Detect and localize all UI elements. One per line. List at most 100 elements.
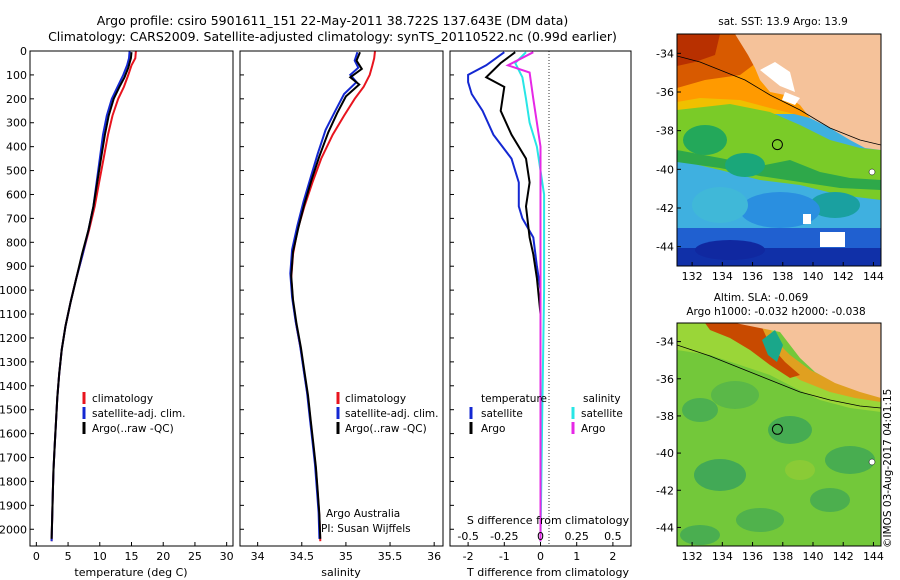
y-tick-label: 1500	[0, 404, 27, 417]
x-tick-label: 25	[188, 550, 202, 563]
x-tick-label: 15	[125, 550, 139, 563]
legend-label-satellite: satellite-adj. clim.	[345, 408, 438, 420]
lon-tick-label: 140	[803, 270, 824, 283]
legend-label-s-satellite: satellite	[581, 408, 623, 420]
y-tick-label: 300	[6, 117, 27, 130]
temperature-panel: 0 5 10 15 20 25 30 0 100 200 300 400 500 600 700 800 90…	[0, 45, 234, 579]
lat-tick-label: -42	[656, 484, 674, 497]
x-tick-label: 30	[220, 550, 234, 563]
x-tick-label: 10	[93, 550, 107, 563]
series-line-satellite-adj-clim-	[50, 51, 131, 542]
temperature-series	[50, 51, 137, 542]
lon-tick-label: 144	[863, 270, 884, 283]
x-tick-label: -2	[463, 550, 474, 563]
legend-title-temperature: temperature	[481, 393, 547, 405]
legend-label-climatology: climatology	[345, 393, 406, 405]
series-line-argo-raw-qc-	[290, 51, 364, 539]
lat-tick-label: -36	[656, 373, 674, 386]
credit-line1: Argo Australia	[326, 508, 400, 520]
x-tick-label: 2	[609, 550, 616, 563]
temperature-x-ticks: 0 5 10 15 20 25 30	[33, 542, 234, 563]
lon-tick-label: 134	[712, 270, 733, 283]
legend-label-climatology: climatology	[92, 393, 153, 405]
lat-tick-label: -34	[656, 47, 674, 60]
lat-tick-label: -42	[656, 202, 674, 215]
legend-title-salinity: salinity	[583, 393, 621, 405]
legend-label-t-satellite: satellite	[481, 408, 523, 420]
x-tick-label: 20	[156, 550, 170, 563]
x-tick-label: -1	[499, 550, 510, 563]
x-tick-label: 35	[339, 550, 353, 563]
lon-tick-label: 142	[833, 270, 854, 283]
y-tick-label: 600	[6, 188, 27, 201]
sst-map-lat-ticks: -34 -36 -38 -40 -42 -44	[656, 47, 681, 254]
lat-tick-label: -40	[656, 163, 674, 176]
y-tick-label: 2000	[0, 523, 27, 536]
y-tick-label: 1800	[0, 475, 27, 488]
x-top-tick-label: -0.25	[490, 530, 518, 543]
series-line-salinity-satellite	[513, 51, 546, 542]
y-tick-label: 1000	[0, 284, 27, 297]
lat-tick-label: -36	[656, 86, 674, 99]
y-tick-label: 700	[6, 212, 27, 225]
temperature-xlabel: temperature (deg C)	[74, 566, 187, 579]
series-line-climatology	[50, 51, 137, 542]
x-top-tick-label: 0.5	[604, 530, 622, 543]
x-top-tick-label: 0	[537, 530, 544, 543]
x-tick-label: 35.5	[378, 550, 403, 563]
legend-label-argo: Argo(..raw -QC)	[345, 423, 427, 435]
x-tick-label: 5	[65, 550, 72, 563]
sst-map-field	[677, 34, 881, 266]
series-line-argo-raw-qc-	[50, 52, 133, 539]
difference-series	[467, 51, 546, 542]
s-difference-xlabel: S difference from climatology	[467, 514, 630, 527]
y-tick-label: 200	[6, 93, 27, 106]
y-tick-label: 1200	[0, 332, 27, 345]
y-tick-label: 1700	[0, 452, 27, 465]
depth-y-ticks: 0 100 200 300 400 500 600 700 800 900 1000 1100 1200…	[0, 45, 34, 536]
sst-map-title: sat. SST: 13.9 Argo: 13.9	[718, 16, 848, 28]
lat-tick-label: -34	[656, 336, 674, 349]
difference-legend: temperature satellite Argo salinity sate…	[469, 393, 623, 435]
salinity-xlabel: salinity	[321, 566, 361, 579]
lon-tick-label: 132	[682, 550, 703, 563]
sla-map-lat-ticks: -34 -36 -38 -40 -42 -44	[656, 336, 681, 534]
imos-timestamp: ©IMOS 03-Aug-2017 04:01:15	[882, 389, 894, 548]
y-tick-label: 900	[6, 260, 27, 273]
lon-tick-label: 132	[682, 270, 703, 283]
salinity-frame	[239, 50, 444, 547]
legend-label-t-argo: Argo	[481, 423, 505, 435]
difference-y-tickmarks	[450, 50, 454, 530]
y-tick-label: 1400	[0, 380, 27, 393]
lon-tick-label: 136	[742, 270, 763, 283]
salinity-panel: 34 34.5 35 35.5 36 salinity climatology sate…	[239, 50, 444, 579]
sla-map-panel: Altim. SLA: -0.069 Argo h1000: -0.032 h2…	[656, 292, 884, 563]
series-line-climatology	[290, 51, 376, 542]
y-tick-label: 800	[6, 236, 27, 249]
lat-tick-label: -40	[656, 447, 674, 460]
sla-map-title-line2: Argo h1000: -0.032 h2000: -0.038	[686, 306, 865, 318]
salinity-x-ticks: 34 34.5 35 35.5 36	[251, 542, 441, 563]
lon-tick-label: 134	[712, 550, 733, 563]
y-tick-label: 100	[6, 69, 27, 82]
sst-map-lon-ticks: 132 134 136 138 140 142 144	[682, 262, 884, 283]
series-line-temperature-argo	[484, 51, 542, 542]
y-tick-label: 500	[6, 165, 27, 178]
legend-label-argo: Argo(..raw -QC)	[92, 423, 174, 435]
y-tick-label: 1300	[0, 356, 27, 369]
plot-title-line1: Argo profile: csiro 5901611_151 22-May-2…	[96, 13, 569, 28]
argo-location-marker	[771, 423, 783, 435]
t-difference-xlabel: T difference from climatology	[466, 566, 629, 579]
x-tick-label: 36	[427, 550, 441, 563]
credit-line2: PI: Susan Wijffels	[321, 523, 411, 535]
s-difference-x-ticks: -0.5 -0.25 0 0.25 0.5	[457, 530, 621, 543]
sla-map-title-line1: Altim. SLA: -0.069	[714, 292, 809, 304]
temperature-legend: climatology satellite-adj. clim. Argo(..…	[82, 392, 185, 435]
y-tick-label: 0	[20, 45, 27, 58]
series-line-satellite-adj-clim-	[289, 51, 360, 539]
lon-tick-label: 140	[803, 550, 824, 563]
lat-tick-label: -38	[656, 125, 674, 138]
x-tick-label: 0	[33, 550, 40, 563]
difference-panel: -2 -1 0 1 2 -0.5 -0.25 0 0.25 0.5 T difference f…	[449, 50, 632, 579]
